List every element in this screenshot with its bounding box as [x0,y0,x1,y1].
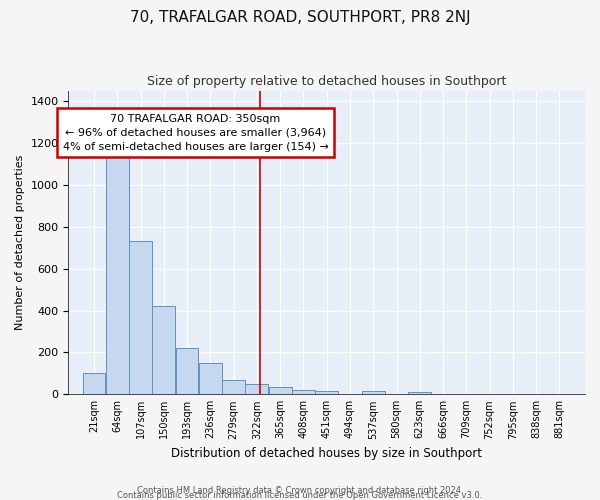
Y-axis label: Number of detached properties: Number of detached properties [15,154,25,330]
Bar [129,242,152,394]
Text: 70 TRAFALGAR ROAD: 350sqm
← 96% of detached houses are smaller (3,964)
4% of sem: 70 TRAFALGAR ROAD: 350sqm ← 96% of detac… [62,114,328,152]
Text: Contains HM Land Registry data © Crown copyright and database right 2024.: Contains HM Land Registry data © Crown c… [137,486,463,495]
Bar [83,374,106,394]
Bar [315,391,338,394]
Text: Contains public sector information licensed under the Open Government Licence v3: Contains public sector information licen… [118,491,482,500]
Bar [269,387,292,394]
Bar [222,380,245,394]
Title: Size of property relative to detached houses in Southport: Size of property relative to detached ho… [147,75,506,88]
Bar [362,391,385,394]
Bar [292,390,315,394]
Bar [409,392,431,394]
Bar [245,384,268,394]
Bar [199,363,222,394]
Bar [176,348,199,395]
Text: 70, TRAFALGAR ROAD, SOUTHPORT, PR8 2NJ: 70, TRAFALGAR ROAD, SOUTHPORT, PR8 2NJ [130,10,470,25]
X-axis label: Distribution of detached houses by size in Southport: Distribution of detached houses by size … [171,447,482,460]
Bar [152,306,175,394]
Bar [106,152,128,394]
